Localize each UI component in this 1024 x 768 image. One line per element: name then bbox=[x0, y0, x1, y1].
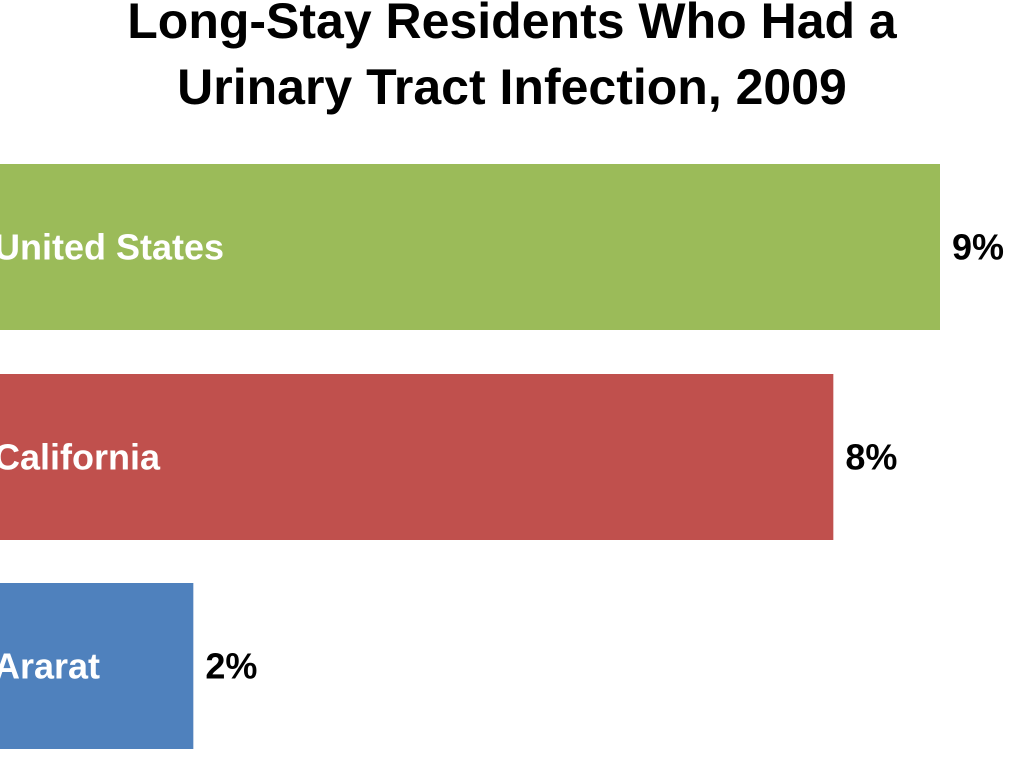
category-label-california: California bbox=[0, 437, 161, 478]
bar-united-states bbox=[0, 164, 940, 330]
chart-title-line-2: Urinary Tract Infection, 2009 bbox=[177, 59, 847, 115]
bar-california bbox=[0, 374, 834, 540]
value-label-ararat: 2% bbox=[205, 646, 257, 687]
chart-title: Long-Stay Residents Who Had a Urinary Tr… bbox=[0, 0, 1024, 120]
bar-ararat bbox=[0, 583, 194, 749]
chart-title-line-1: Long-Stay Residents Who Had a bbox=[127, 0, 897, 49]
category-label-ararat: Ararat bbox=[0, 646, 100, 687]
value-label-california: 8% bbox=[845, 437, 897, 478]
category-label-united-states: United States bbox=[0, 227, 224, 268]
value-label-united-states: 9% bbox=[952, 227, 1004, 268]
